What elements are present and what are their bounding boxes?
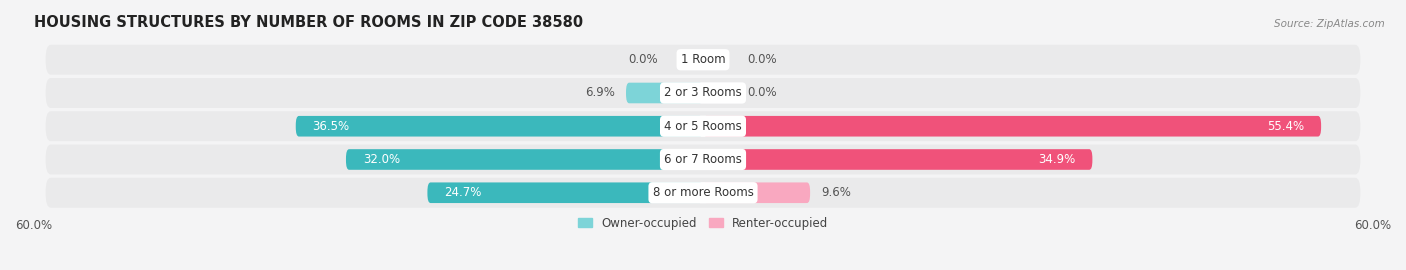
FancyBboxPatch shape — [626, 83, 703, 103]
Text: 34.9%: 34.9% — [1039, 153, 1076, 166]
Text: 1 Room: 1 Room — [681, 53, 725, 66]
FancyBboxPatch shape — [703, 183, 810, 203]
Text: Source: ZipAtlas.com: Source: ZipAtlas.com — [1274, 19, 1385, 29]
FancyBboxPatch shape — [45, 178, 1361, 208]
Text: 6 or 7 Rooms: 6 or 7 Rooms — [664, 153, 742, 166]
Text: 24.7%: 24.7% — [444, 186, 481, 199]
Text: 9.6%: 9.6% — [821, 186, 851, 199]
Legend: Owner-occupied, Renter-occupied: Owner-occupied, Renter-occupied — [578, 217, 828, 230]
FancyBboxPatch shape — [703, 116, 1322, 137]
Text: 6.9%: 6.9% — [585, 86, 614, 99]
Text: 8 or more Rooms: 8 or more Rooms — [652, 186, 754, 199]
FancyBboxPatch shape — [45, 144, 1361, 174]
Text: 2 or 3 Rooms: 2 or 3 Rooms — [664, 86, 742, 99]
FancyBboxPatch shape — [45, 45, 1361, 75]
Text: 0.0%: 0.0% — [628, 53, 658, 66]
Text: 55.4%: 55.4% — [1267, 120, 1305, 133]
FancyBboxPatch shape — [427, 183, 703, 203]
FancyBboxPatch shape — [45, 78, 1361, 108]
FancyBboxPatch shape — [346, 149, 703, 170]
Text: HOUSING STRUCTURES BY NUMBER OF ROOMS IN ZIP CODE 38580: HOUSING STRUCTURES BY NUMBER OF ROOMS IN… — [34, 15, 582, 30]
Text: 36.5%: 36.5% — [312, 120, 350, 133]
FancyBboxPatch shape — [703, 149, 1092, 170]
Text: 32.0%: 32.0% — [363, 153, 399, 166]
Text: 0.0%: 0.0% — [748, 53, 778, 66]
FancyBboxPatch shape — [45, 111, 1361, 141]
Text: 0.0%: 0.0% — [748, 86, 778, 99]
Text: 4 or 5 Rooms: 4 or 5 Rooms — [664, 120, 742, 133]
FancyBboxPatch shape — [295, 116, 703, 137]
